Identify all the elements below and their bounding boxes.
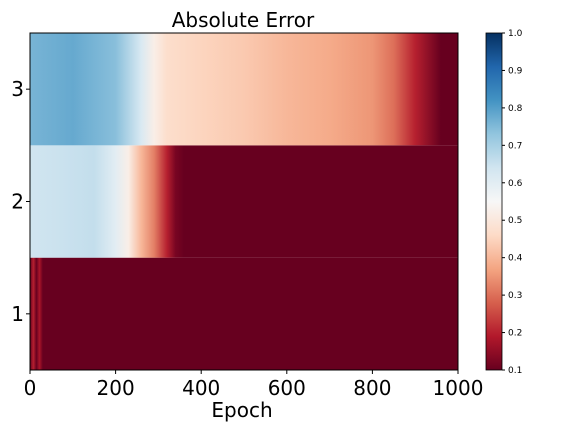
colorbar-tick-label: 0.6 xyxy=(508,179,523,189)
x-tick-label: 1000 xyxy=(433,376,484,400)
colorbar-tick-label: 0.2 xyxy=(508,329,522,339)
chart-title: Absolute Error xyxy=(172,8,315,32)
colorbar-tick-label: 0.8 xyxy=(508,104,523,114)
colorbar-ticks: 0.1 0.2 0.3 0.4 0.5 0.6 0.7 0.8 0.9 1.0 xyxy=(502,29,523,376)
heatmap-row-3 xyxy=(30,33,458,145)
x-axis-ticks: 0 200 400 600 800 1000 xyxy=(24,370,484,400)
colorbar-tick-label: 0.3 xyxy=(508,291,522,301)
heatmap-row-2 xyxy=(30,145,458,257)
heatmap-rows xyxy=(30,33,458,370)
colorbar-tick-label: 0.5 xyxy=(508,216,522,226)
x-tick-label: 800 xyxy=(353,376,391,400)
colorbar-tick-label: 0.9 xyxy=(508,66,523,76)
x-tick-label: 0 xyxy=(24,376,37,400)
colorbar-tick-label: 0.1 xyxy=(508,366,522,376)
x-tick-label: 600 xyxy=(268,376,306,400)
colorbar xyxy=(486,33,502,370)
x-tick-label: 400 xyxy=(182,376,220,400)
colorbar-tick-label: 0.4 xyxy=(508,254,523,264)
y-axis-ticks: 1 2 3 xyxy=(11,77,30,326)
colorbar-tick-label: 0.7 xyxy=(508,141,522,151)
y-tick-label: 3 xyxy=(11,77,24,101)
y-tick-label: 2 xyxy=(11,190,24,214)
x-tick-label: 200 xyxy=(97,376,135,400)
colorbar-tick-label: 1.0 xyxy=(508,29,523,39)
y-tick-label: 1 xyxy=(11,302,24,326)
x-axis-label: Epoch xyxy=(211,398,272,422)
heatmap-row-1 xyxy=(30,258,458,370)
